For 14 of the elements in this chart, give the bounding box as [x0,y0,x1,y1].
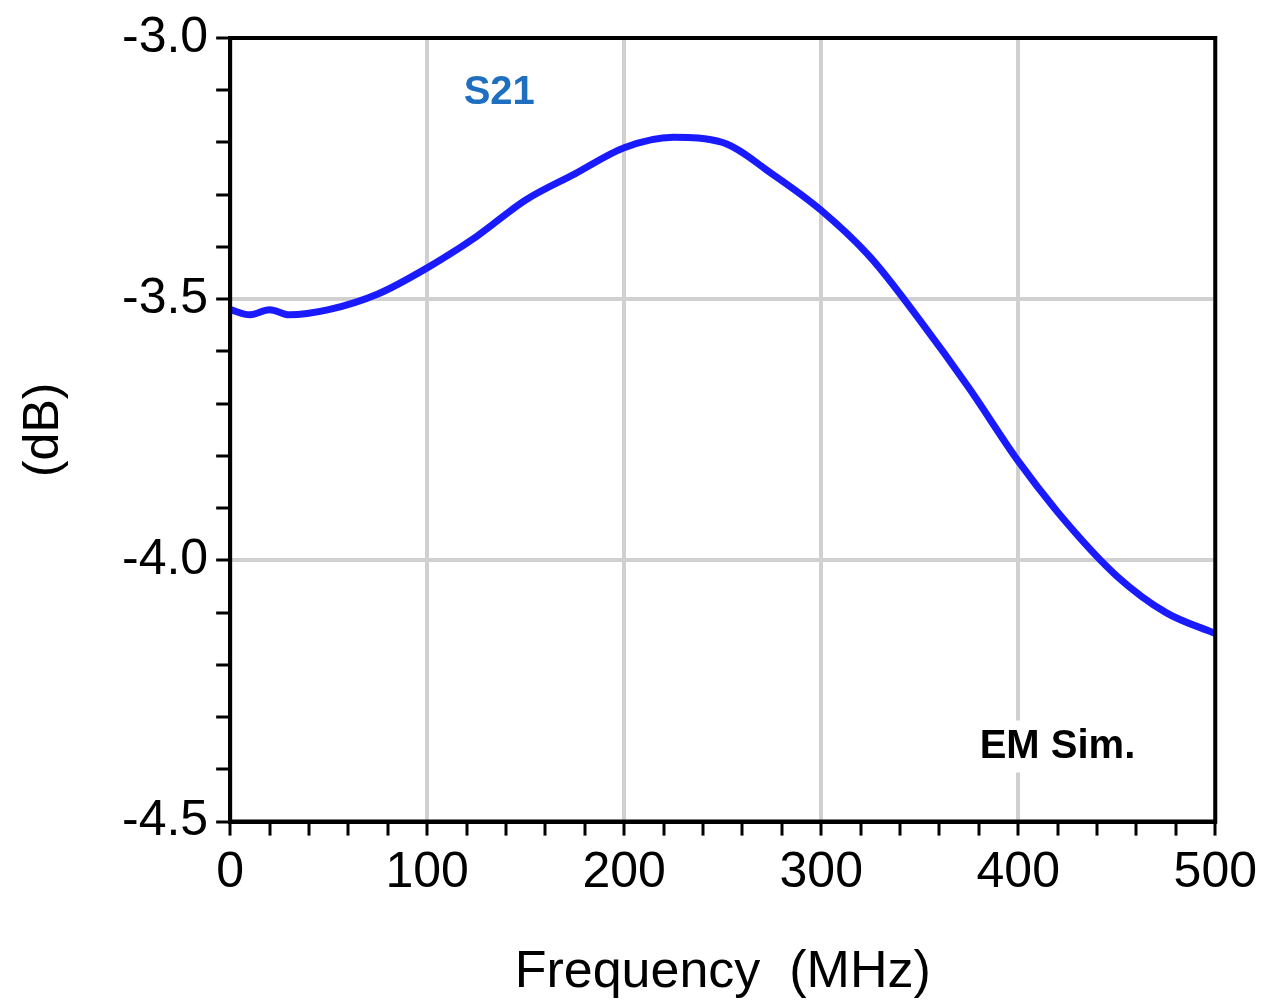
x-tick-label: 200 [582,842,666,899]
x-tick-label: 100 [385,842,469,899]
x-tick-label: 0 [216,842,245,899]
y-tick-label: -4.5 [121,790,209,847]
series-label: S21 [463,68,535,113]
y-tick-label: -3.5 [121,267,209,324]
y-tick-label: -4.0 [121,529,209,586]
x-axis-title: Frequency (MHz) [514,940,931,999]
x-tick-label: 400 [976,842,1060,899]
x-tick-label: 300 [779,842,863,899]
y-tick-label: -3.0 [121,6,209,63]
annotation: EM Sim. [979,721,1136,766]
y-axis-title: (dB) [12,382,69,478]
x-tick-label: 500 [1173,842,1258,899]
